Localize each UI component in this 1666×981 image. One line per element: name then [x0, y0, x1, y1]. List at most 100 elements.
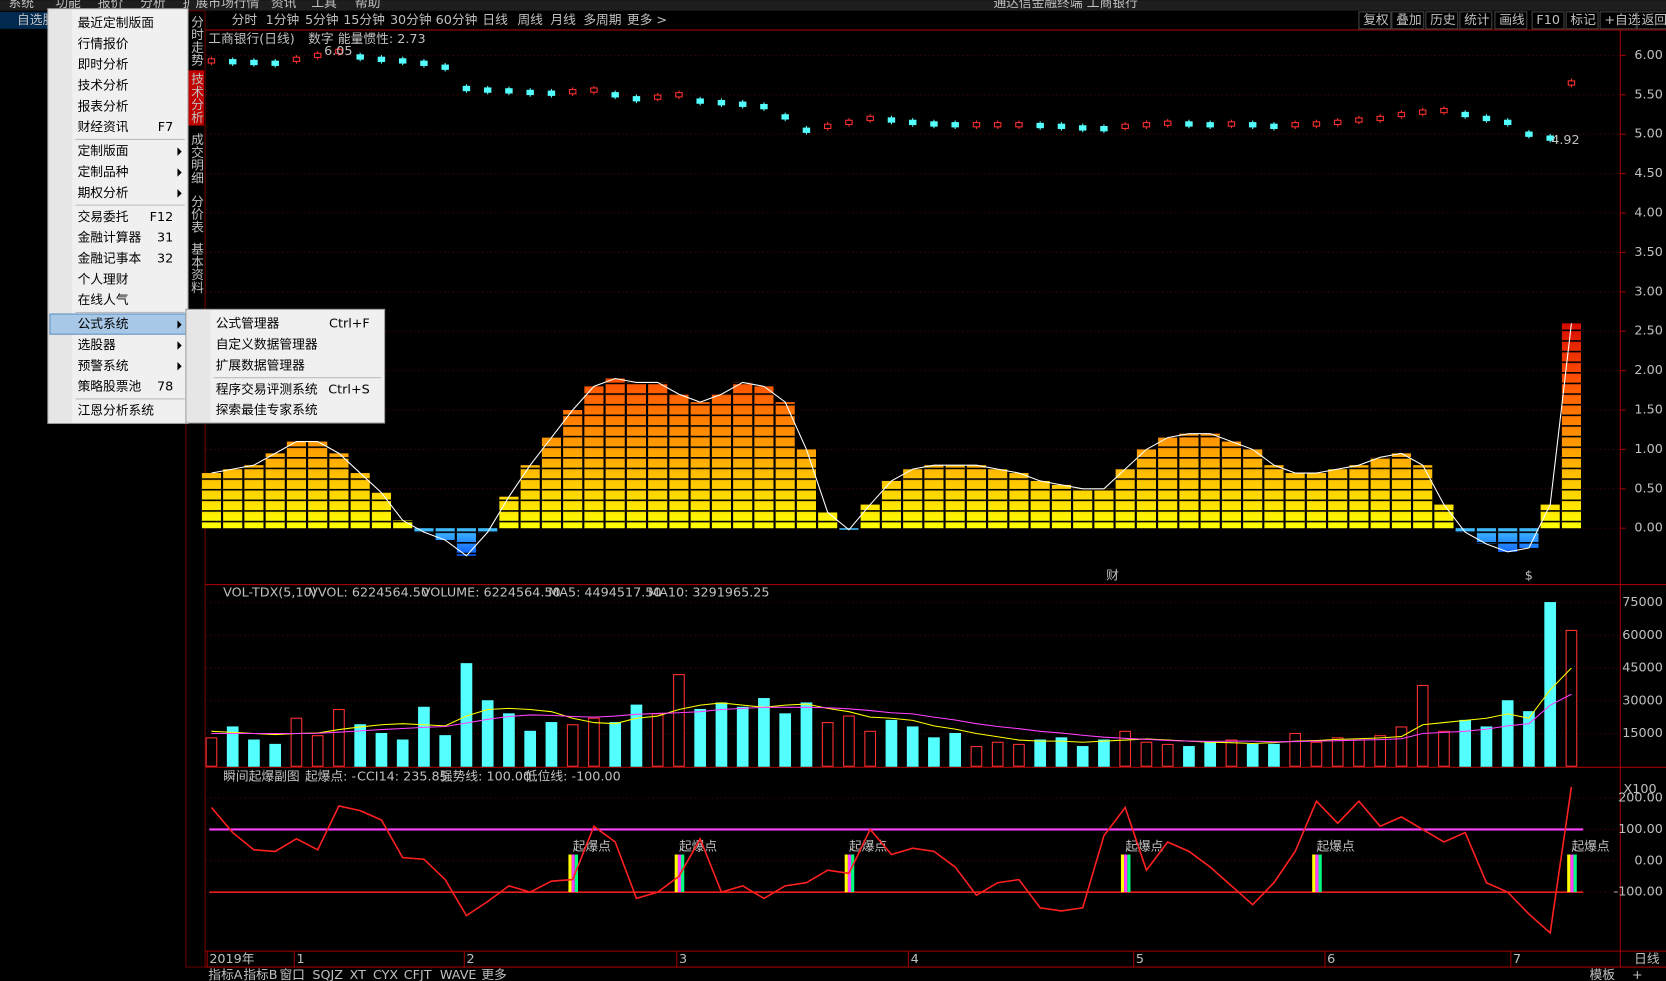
- period-button[interactable]: 分时: [232, 13, 258, 28]
- toolbar-button[interactable]: 返回: [1642, 13, 1666, 28]
- menu-item[interactable]: 报表分析: [78, 99, 129, 114]
- energy-stripes: [1264, 465, 1284, 529]
- y-tick-label: 200.00: [1618, 791, 1663, 806]
- cci-header: CCI14: 235.85: [357, 769, 448, 784]
- period-button[interactable]: 60分钟: [436, 12, 478, 28]
- bottom-tab[interactable]: 指标B: [243, 968, 277, 981]
- toolbar-button[interactable]: 统计: [1464, 13, 1490, 28]
- volume-bar: [1076, 746, 1089, 767]
- menu-item[interactable]: 金融记事本: [78, 250, 142, 266]
- candle: [908, 119, 917, 126]
- volume-header: MA5: 4494517.50: [548, 586, 661, 601]
- menu-item[interactable]: 定制品种: [78, 165, 129, 180]
- y-tick-label: 1.00: [1634, 442, 1662, 457]
- bottom-tab[interactable]: CYX: [373, 968, 398, 981]
- volume-header: VOLUME: 6224564.50: [422, 586, 561, 601]
- period-button[interactable]: 5分钟: [305, 12, 339, 28]
- period-button[interactable]: 30分钟: [390, 12, 432, 28]
- candle: [653, 94, 662, 100]
- toolbar-button[interactable]: 历史: [1430, 13, 1456, 28]
- side-tab[interactable]: 技术分析: [188, 72, 203, 123]
- menu-item[interactable]: 财经资讯: [78, 120, 129, 135]
- volume-bar: [375, 732, 388, 767]
- menu-item[interactable]: 预警系统: [78, 358, 129, 374]
- left-tab[interactable]: 自选股: [17, 13, 55, 28]
- period-button[interactable]: 多周期: [583, 13, 621, 28]
- date-label: 6: [1327, 952, 1335, 967]
- menu-item[interactable]: 定制版面: [78, 144, 129, 159]
- menu-item[interactable]: 最近定制版面: [78, 16, 155, 31]
- period-button[interactable]: 1分钟: [266, 12, 300, 28]
- menu-bar-item[interactable]: 分析: [140, 0, 166, 11]
- menu-item[interactable]: 自定义数据管理器: [216, 338, 318, 353]
- candle: [526, 89, 534, 96]
- candle: [1482, 115, 1491, 122]
- toolbar-button[interactable]: 画线: [1499, 13, 1525, 28]
- menu-item[interactable]: 扩展数据管理器: [216, 358, 305, 373]
- menu-item[interactable]: 行情报价: [78, 37, 129, 52]
- menu-item[interactable]: 公式管理器: [216, 317, 280, 332]
- side-tab[interactable]: 分时走势: [188, 15, 203, 66]
- candle: [1291, 122, 1299, 128]
- period-button[interactable]: 15分钟: [343, 12, 385, 28]
- signal-bar: [574, 854, 578, 893]
- menu-item[interactable]: 在线人气: [78, 292, 129, 308]
- menu-bar-item[interactable]: 功能: [55, 0, 81, 11]
- toolbar-button[interactable]: F10: [1536, 13, 1560, 28]
- energy-stripes: [1073, 488, 1093, 529]
- bottom-tab[interactable]: XT: [350, 968, 367, 981]
- menu-bar-item[interactable]: 资讯: [271, 0, 297, 11]
- menu-item[interactable]: 探索最佳专家系统: [216, 402, 318, 418]
- candle: [547, 90, 556, 96]
- menu-shortcut: 31: [157, 231, 173, 246]
- bottom-right[interactable]: +: [1632, 968, 1643, 981]
- candle: [611, 92, 619, 98]
- menu-bar-item[interactable]: 系统: [9, 0, 35, 11]
- menu-item[interactable]: 技术分析: [78, 79, 129, 94]
- menu-item[interactable]: 即时分析: [78, 58, 129, 73]
- menu-item[interactable]: 金融计算器: [78, 230, 142, 246]
- menu-item[interactable]: 程序交易评测系统: [216, 381, 318, 397]
- menu-bar-item[interactable]: 工具: [311, 0, 337, 11]
- menu-item[interactable]: 选股器: [78, 338, 116, 353]
- toolbar-button[interactable]: 叠加: [1396, 13, 1422, 28]
- energy-stripes: [1179, 433, 1199, 529]
- bottom-right[interactable]: 模板: [1590, 968, 1616, 981]
- bottom-tab[interactable]: WAVE: [440, 968, 477, 981]
- bottom-tab[interactable]: 更多: [481, 968, 507, 981]
- menu-bar-item[interactable]: 报价: [98, 0, 124, 11]
- candle: [696, 98, 704, 104]
- volume-bar: [1501, 700, 1514, 767]
- energy-stripes: [201, 473, 221, 529]
- signal-bar: [681, 854, 685, 893]
- menu-item[interactable]: 公式系统: [78, 317, 129, 332]
- period-button[interactable]: 更多 >: [627, 13, 667, 28]
- menu-item[interactable]: 策略股票池: [78, 379, 142, 395]
- toolbar-button[interactable]: 复权: [1363, 12, 1389, 28]
- menu-bar-item[interactable]: 帮助: [355, 0, 381, 11]
- period-button[interactable]: 月线: [550, 13, 576, 28]
- toolbar-button[interactable]: +自选: [1604, 13, 1640, 28]
- energy-stripes: [1030, 480, 1050, 529]
- side-tab[interactable]: 成交明细: [188, 133, 203, 184]
- bottom-tab[interactable]: CFJT: [404, 968, 432, 981]
- menu-bar-item[interactable]: 扩展市场行情: [183, 0, 260, 11]
- volume-bar: [1098, 739, 1110, 767]
- menu-item[interactable]: 江恩分析系统: [78, 404, 155, 419]
- cci-header: 瞬间起爆副图: [223, 769, 300, 784]
- period-button[interactable]: 日线: [482, 13, 508, 28]
- menu-item[interactable]: 期权分析: [78, 185, 129, 201]
- menu-item[interactable]: 交易委托: [78, 209, 129, 225]
- period-button[interactable]: 周线: [517, 13, 543, 28]
- bottom-tab[interactable]: SQJZ: [312, 968, 343, 981]
- toolbar-button[interactable]: 标记: [1570, 13, 1596, 28]
- menu-item[interactable]: 个人理财: [78, 272, 129, 287]
- side-tab[interactable]: 分价表: [188, 195, 203, 234]
- submenu-arrow: [177, 341, 182, 350]
- bottom-tab[interactable]: 窗口: [279, 968, 305, 981]
- bottom-tab[interactable]: 指标A: [208, 968, 242, 981]
- energy-stripes: [966, 465, 986, 529]
- candle: [505, 88, 513, 94]
- side-tab[interactable]: 基本资料: [188, 242, 203, 293]
